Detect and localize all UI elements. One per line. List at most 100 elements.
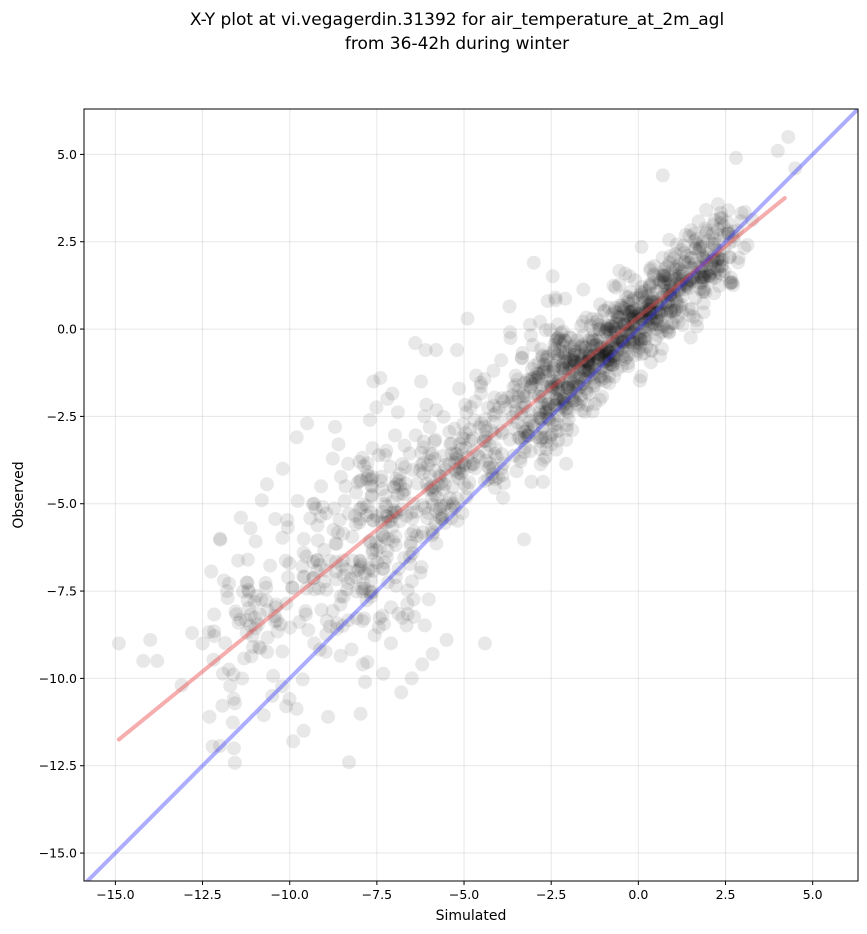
data-point <box>352 473 367 488</box>
data-point <box>447 455 462 470</box>
data-point <box>551 378 566 393</box>
data-point <box>389 505 404 520</box>
data-point <box>388 570 403 585</box>
data-point <box>609 313 624 328</box>
data-point <box>508 403 523 418</box>
data-point <box>473 386 488 401</box>
data-point <box>253 641 268 656</box>
data-point <box>466 444 481 459</box>
data-point <box>562 343 577 358</box>
data-point <box>518 440 533 455</box>
data-point <box>556 363 571 378</box>
data-point <box>479 424 494 439</box>
data-point <box>610 334 625 349</box>
data-point <box>627 335 642 350</box>
data-point <box>623 333 638 348</box>
data-point <box>539 442 554 457</box>
data-point <box>619 308 634 323</box>
data-point <box>622 335 637 350</box>
data-point <box>533 433 548 448</box>
data-point <box>551 382 566 397</box>
data-point <box>627 339 642 354</box>
data-point <box>646 291 661 306</box>
data-point <box>657 296 672 311</box>
data-point <box>567 344 582 359</box>
data-point <box>653 304 668 319</box>
data-point <box>559 354 574 369</box>
data-point <box>626 293 641 308</box>
data-point <box>339 562 354 577</box>
data-point <box>540 410 555 425</box>
data-point <box>512 430 527 445</box>
data-point <box>449 450 464 465</box>
data-point <box>617 302 632 317</box>
data-point <box>677 245 692 260</box>
data-point <box>558 333 573 348</box>
data-point <box>666 288 681 303</box>
data-point <box>539 362 554 377</box>
data-point <box>579 310 594 325</box>
data-point <box>581 353 596 368</box>
data-point <box>616 316 631 331</box>
data-point <box>393 513 408 528</box>
data-point <box>548 333 563 348</box>
data-point <box>485 467 500 482</box>
data-point <box>520 421 535 436</box>
data-point <box>337 494 352 509</box>
x-tick-label: −7.5 <box>362 887 392 902</box>
data-point <box>533 457 548 472</box>
data-point <box>713 205 728 220</box>
data-point <box>498 400 513 415</box>
data-point <box>310 552 325 567</box>
data-point <box>248 621 263 636</box>
data-point <box>360 655 375 670</box>
data-point <box>685 274 700 289</box>
data-point <box>561 412 576 427</box>
data-point <box>306 554 321 569</box>
data-point <box>477 419 492 434</box>
data-point <box>608 325 623 340</box>
data-point <box>585 338 600 353</box>
data-point <box>655 295 670 310</box>
data-point <box>365 441 380 456</box>
data-point <box>474 379 489 394</box>
data-point <box>574 352 589 367</box>
data-point <box>622 309 637 324</box>
data-point <box>722 235 737 250</box>
data-point <box>630 306 645 321</box>
data-point <box>630 335 645 350</box>
data-point <box>469 368 484 383</box>
data-point <box>503 331 518 346</box>
data-point <box>366 513 381 528</box>
data-point <box>409 528 424 543</box>
data-point <box>603 357 618 372</box>
data-point <box>603 346 618 361</box>
data-point <box>638 305 653 320</box>
data-point <box>207 629 222 644</box>
data-point <box>532 314 547 329</box>
data-point <box>661 294 676 309</box>
data-point <box>609 340 624 355</box>
data-point <box>315 499 330 514</box>
data-point <box>552 402 567 417</box>
data-point <box>728 150 743 165</box>
data-point <box>468 461 483 476</box>
data-point <box>666 303 681 318</box>
data-point <box>626 309 641 324</box>
data-point <box>267 609 282 624</box>
data-point <box>360 499 375 514</box>
data-point <box>353 557 368 572</box>
data-point <box>551 317 566 332</box>
data-point <box>356 576 371 591</box>
data-point <box>483 456 498 471</box>
data-point <box>406 496 421 511</box>
data-point <box>481 472 496 487</box>
data-point <box>603 325 618 340</box>
data-point <box>460 450 475 465</box>
data-point <box>631 308 646 323</box>
data-point <box>352 454 367 469</box>
data-point <box>571 361 586 376</box>
data-point <box>670 276 685 291</box>
data-point <box>239 625 254 640</box>
data-point <box>535 348 550 363</box>
